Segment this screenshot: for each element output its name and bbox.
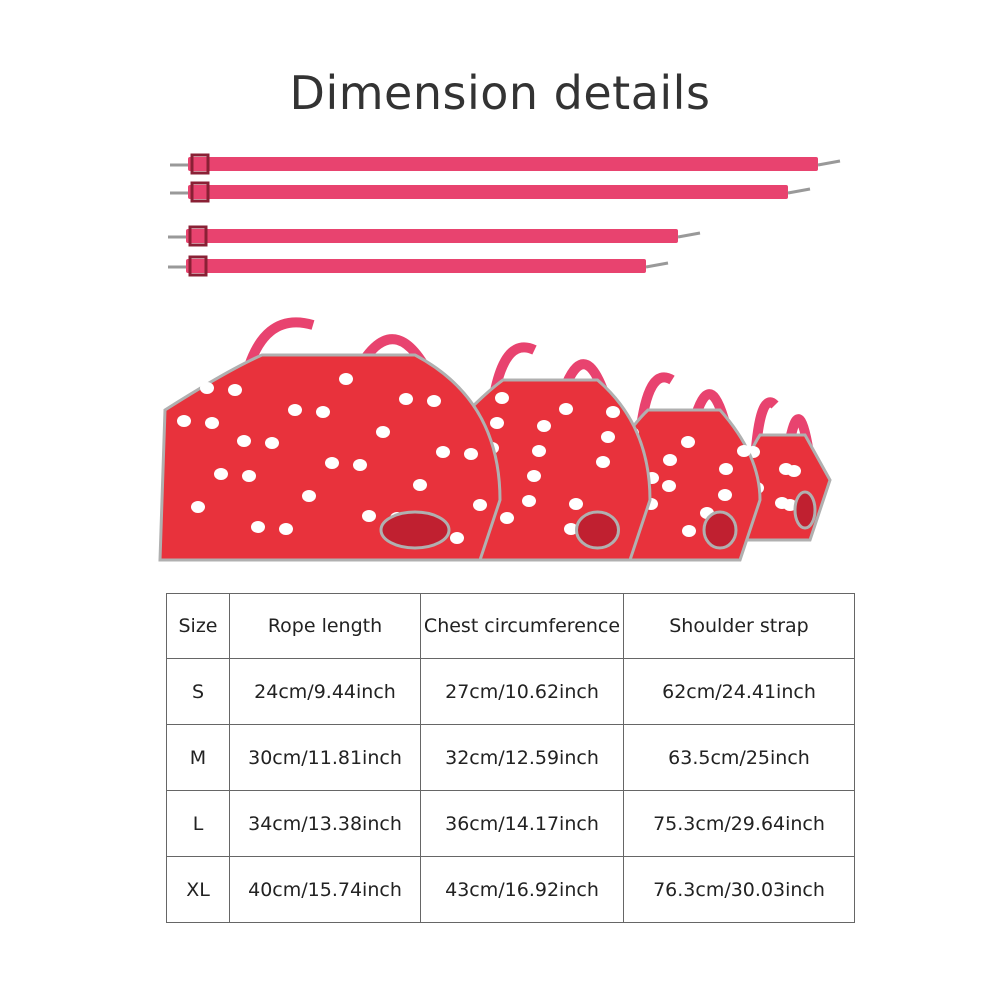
cell: 34cm/13.38inch (229, 790, 421, 857)
page-title: Dimension details (289, 66, 711, 120)
cell: 75.3cm/29.64inch (623, 790, 855, 857)
pet-carriers (158, 317, 832, 562)
paw-icon (237, 435, 251, 447)
cell: 30cm/11.81inch (229, 724, 421, 791)
paw-icon (737, 445, 751, 457)
paw-icon (316, 406, 330, 418)
cell: S (166, 658, 230, 725)
cell: 36cm/14.17inch (420, 790, 624, 857)
paw-icon (205, 417, 219, 429)
paw-icon (490, 417, 504, 429)
paw-icon (783, 499, 797, 511)
cell: 24cm/9.44inch (229, 658, 421, 725)
buckle-icon (188, 255, 208, 277)
cell: L (166, 790, 230, 857)
buckle-icon (188, 225, 208, 247)
cell: M (166, 724, 230, 791)
paw-icon (464, 448, 478, 460)
paw-icon (596, 456, 610, 468)
size-table: Size Rope length Chest circumference Sho… (166, 593, 855, 923)
paw-icon (559, 403, 573, 415)
table-row: S 24cm/9.44inch 27cm/10.62inch 62cm/24.41in… (166, 658, 855, 725)
strap (188, 157, 818, 171)
cell: 63.5cm/25inch (623, 724, 855, 791)
header-shoulder-strap: Shoulder strap (623, 593, 855, 659)
paw-icon (719, 463, 733, 475)
clip-icon (787, 187, 811, 195)
paw-icon (302, 490, 316, 502)
strap (186, 259, 646, 273)
paw-icon (376, 426, 390, 438)
paw-icon (265, 437, 279, 449)
paw-icon (325, 457, 339, 469)
paw-icon (251, 521, 265, 533)
paw-icon (200, 382, 214, 394)
carrier (158, 317, 502, 562)
cell: 27cm/10.62inch (420, 658, 624, 725)
paw-icon (569, 498, 583, 510)
header-rope-length: Rope length (229, 593, 421, 659)
paw-icon (353, 459, 367, 471)
cell: 76.3cm/30.03inch (623, 856, 855, 923)
paw-icon (606, 406, 620, 418)
paw-icon (527, 470, 541, 482)
cell: 32cm/12.59inch (420, 724, 624, 791)
paw-icon (718, 489, 732, 501)
paw-icon (279, 523, 293, 535)
paw-icon (168, 364, 182, 376)
header-size: Size (166, 593, 230, 659)
paw-icon (473, 499, 487, 511)
paw-icon (177, 415, 191, 427)
paw-icon (532, 445, 546, 457)
paw-icon (427, 395, 441, 407)
cell: 40cm/15.74inch (229, 856, 421, 923)
paw-icon (436, 446, 450, 458)
table-row: XL 40cm/15.74inch 43cm/16.92inch 76.3cm/30.… (166, 856, 855, 923)
buckle-icon (190, 181, 210, 203)
cell: 43cm/16.92inch (420, 856, 624, 923)
paw-icon (522, 495, 536, 507)
paw-icon (413, 479, 427, 491)
paw-icon (495, 392, 509, 404)
cell: 62cm/24.41inch (623, 658, 855, 725)
header-chest: Chest circumference (420, 593, 624, 659)
paw-icon (288, 404, 302, 416)
paw-icon (537, 420, 551, 432)
shoulder-straps (168, 153, 841, 277)
paw-icon (191, 501, 205, 513)
paw-icon (662, 480, 676, 492)
paw-icon (564, 523, 578, 535)
paw-icon (399, 393, 413, 405)
paw-icon (214, 468, 228, 480)
strap (188, 185, 788, 199)
table-row: M 30cm/11.81inch 32cm/12.59inch 63.5cm/25in… (166, 724, 855, 791)
paw-icon (663, 454, 677, 466)
paw-icon (787, 465, 801, 477)
paw-icon (682, 525, 696, 537)
paw-icon (228, 384, 242, 396)
paw-icon (450, 532, 464, 544)
clip-icon (817, 159, 841, 167)
buckle-icon (190, 153, 210, 175)
clip-icon (677, 231, 701, 239)
paw-icon (601, 431, 615, 443)
paw-icon (242, 470, 256, 482)
cell: XL (166, 856, 230, 923)
clip-icon (645, 261, 669, 269)
paw-icon (339, 373, 353, 385)
paw-icon (362, 510, 376, 522)
paw-icon (681, 436, 695, 448)
table-header-row: Size Rope length Chest circumference Sho… (166, 593, 855, 659)
table-row: L 34cm/13.38inch 36cm/14.17inch 75.3cm/29.6… (166, 790, 855, 857)
strap (186, 229, 678, 243)
product-illustration (158, 153, 841, 562)
paw-icon (500, 512, 514, 524)
